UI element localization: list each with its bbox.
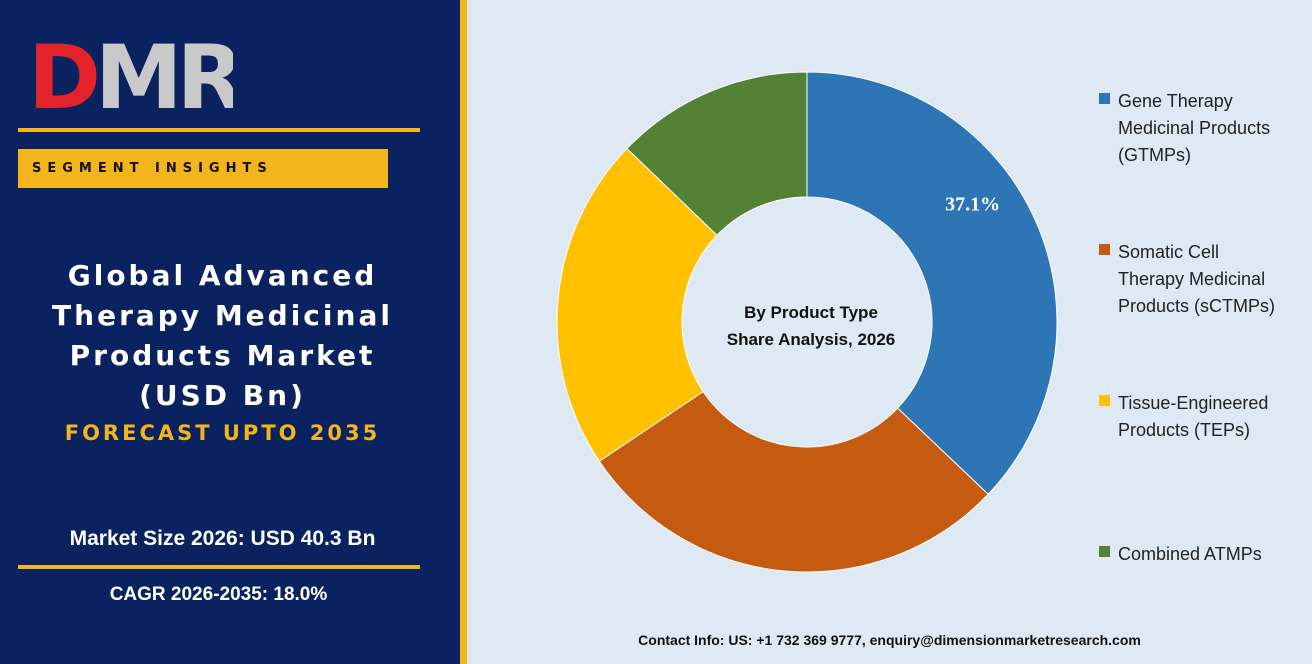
dmr-logo: DMR xyxy=(28,38,233,116)
legend-label: Gene Therapy Medicinal Products (GTMPs) xyxy=(1118,91,1271,165)
contact-info: Contact Info: US: +1 732 369 9777, enqui… xyxy=(638,632,1141,648)
legend-swatch xyxy=(1099,395,1110,406)
legend-swatch xyxy=(1099,546,1110,557)
legend-swatch xyxy=(1099,244,1110,255)
donut-slice-1 xyxy=(806,71,1058,495)
left-panel: DMR SEGMENT INSIGHTS Global Advanced The… xyxy=(0,0,460,664)
market-size-stat: Market Size 2026: USD 40.3 Bn xyxy=(69,527,376,550)
gold-divider-bottom xyxy=(18,565,420,569)
legend-label: Somatic Cell Therapy Medicinal Products (s… xyxy=(1118,242,1276,316)
gold-vertical-divider xyxy=(460,0,467,664)
legend-label: Combined ATMPs xyxy=(1118,544,1262,564)
center-text-line-2: Share Analysis, 2026 xyxy=(727,330,896,349)
donut-slice-4 xyxy=(626,71,808,236)
segment-insights-label: SEGMENT INSIGHTS xyxy=(32,161,273,176)
report-title: Global Advanced Therapy Medicinal Produc… xyxy=(0,256,445,416)
chart-panel: 37.1% By Product Type Share Analysis, 20… xyxy=(467,0,1312,664)
slice-data-label: 37.1% xyxy=(945,194,1000,216)
title-line: (USD Bn) xyxy=(139,379,306,412)
title-line: Global Advanced xyxy=(67,259,378,292)
gold-divider-top xyxy=(18,128,420,132)
donut-slice-2 xyxy=(598,390,989,573)
title-line: Products Market xyxy=(69,339,376,372)
donut-chart: 37.1% By Product Type Share Analysis, 20… xyxy=(556,71,1058,573)
segment-insights-banner: SEGMENT INSIGHTS xyxy=(18,149,388,188)
svg-text:DMR: DMR xyxy=(28,38,233,116)
forecast-label: FORECAST UPTO 2035 xyxy=(64,421,381,445)
legend-label: Tissue-Engineered Products (TEPs) xyxy=(1118,393,1269,440)
title-line: Therapy Medicinal xyxy=(52,299,393,332)
center-text-line-1: By Product Type xyxy=(744,303,878,322)
cagr-stat: CAGR 2026-2035: 18.0% xyxy=(109,584,328,605)
donut-slice-3 xyxy=(556,147,718,462)
legend-swatch xyxy=(1099,93,1110,104)
